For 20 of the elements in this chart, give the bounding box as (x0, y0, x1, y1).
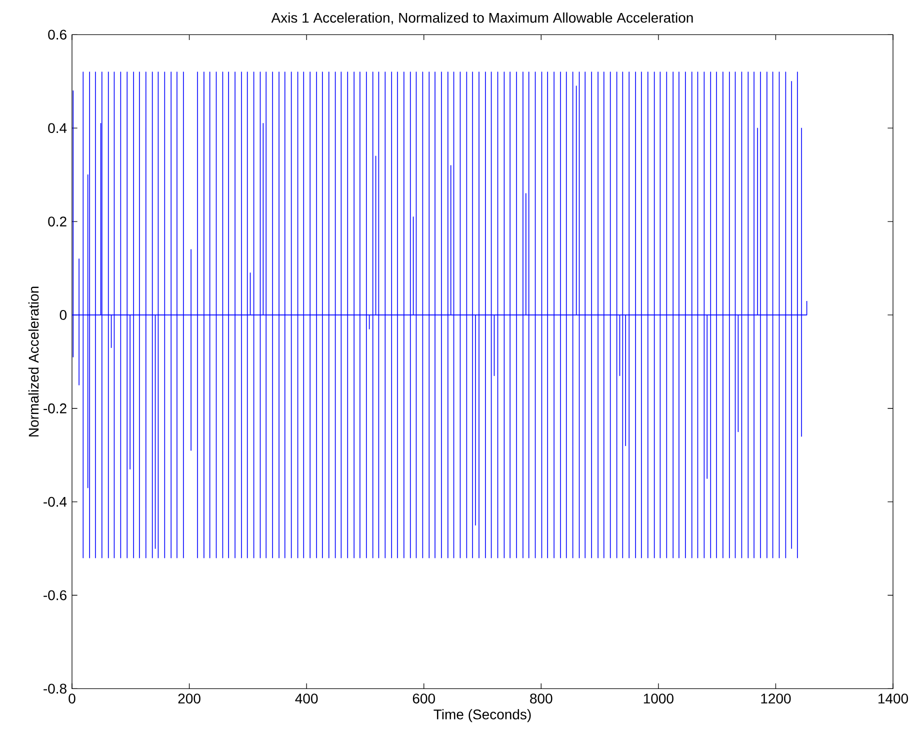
x-tick-label: 0 (68, 694, 76, 704)
chart-title: Axis 1 Acceleration, Normalized to Maximum Allowable Acceleration (271, 12, 693, 24)
y-tick-label: -0.8 (44, 684, 66, 694)
line-series (72, 72, 808, 558)
y-tick-label: -0.2 (44, 403, 66, 414)
y-tick-label: 0.2 (48, 216, 66, 226)
x-tick-label: 800 (530, 694, 552, 704)
x-axis-title: Time (Seconds) (434, 709, 531, 722)
y-tick-label: -0.6 (44, 590, 66, 600)
x-tick-label: 1200 (761, 694, 791, 704)
y-tick-label: -0.4 (44, 496, 67, 507)
x-tick-label: 400 (295, 694, 318, 704)
y-tick-label: 0 (60, 310, 67, 320)
y-tick-label: 0.6 (48, 30, 66, 40)
y-axis-title: Normalized Acceleration (28, 286, 39, 436)
x-tick-label: 1000 (644, 694, 674, 704)
y-tick-label: 0.4 (48, 123, 67, 134)
x-tick-label: 600 (412, 694, 435, 704)
x-tick-label: 200 (178, 694, 200, 704)
x-tick-label: 1400 (878, 694, 908, 704)
